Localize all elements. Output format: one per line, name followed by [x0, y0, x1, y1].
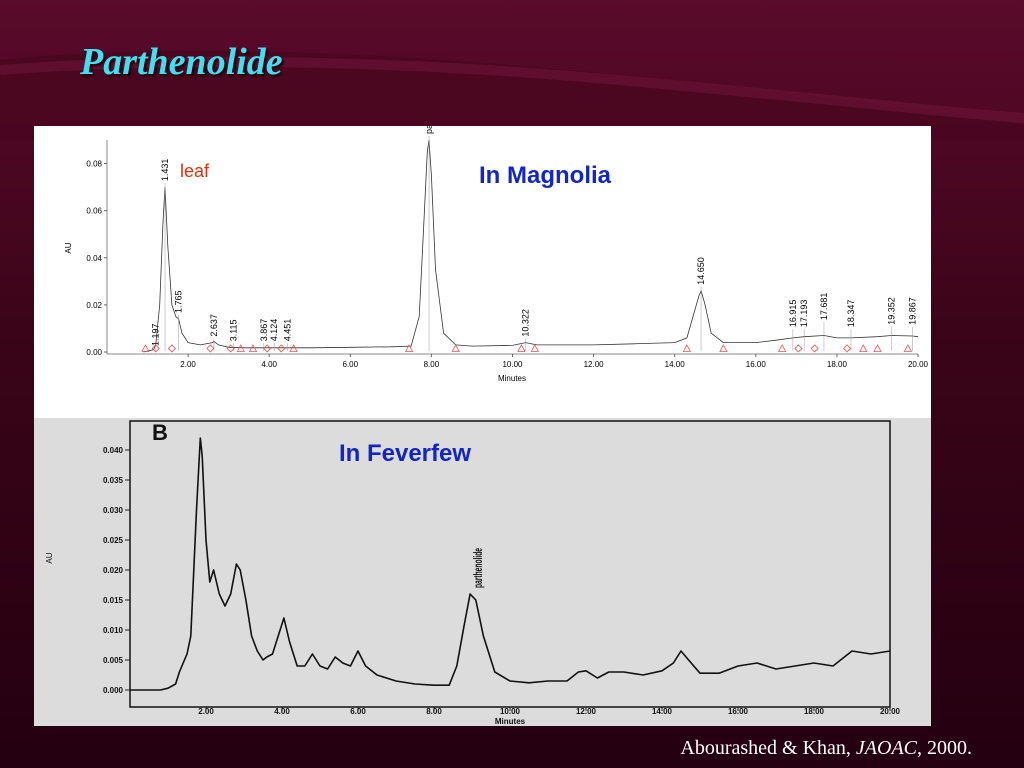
baseline-triangle-marker — [451, 344, 460, 352]
chromatogram-feverfew: 0.000 0.005 0.010 0.015 0.020 0.025 0.030 0.035… — [45, 420, 901, 726]
y-tick-label: 0.015 — [103, 596, 124, 605]
chromatogram-feverfew-panel: 0.000 0.005 0.010 0.015 0.020 0.025 0.030 0.035… — [34, 418, 931, 726]
baseline-diamond-marker — [167, 344, 176, 353]
x-tick-label: 2.00 — [198, 707, 214, 716]
plot-frame — [129, 420, 891, 708]
citation-journal: JAOAC — [855, 737, 917, 759]
citation-year: , 2000. — [917, 737, 972, 759]
x-tick-label: 10.00 — [500, 707, 521, 716]
y-tick-label: 0.02 — [86, 301, 102, 310]
peak-label: 1.431 — [160, 159, 170, 182]
trace-line — [143, 139, 919, 353]
baseline-triangle-marker — [873, 344, 882, 352]
peak-label: 19.352 — [887, 297, 897, 325]
x-tick-label: 18.00 — [827, 360, 848, 369]
baseline-triangle-marker — [719, 344, 728, 352]
peak-label-parthenolide: parthenolide — [471, 548, 485, 588]
baseline-triangle-marker — [248, 344, 258, 352]
y-tick-label: 0.06 — [86, 207, 102, 216]
baseline-diamond-marker — [206, 344, 215, 353]
peak-label: 17.193 — [799, 300, 809, 328]
peak-label: parthenolide - 7.942 — [424, 126, 434, 134]
peak-label: 2.637 — [209, 314, 219, 337]
baseline-diamond-marker — [226, 344, 235, 353]
x-tick-label: 2.00 — [180, 360, 196, 369]
y-tick-label: 0.025 — [103, 536, 124, 545]
baseline-diamond-marker — [263, 344, 272, 353]
x-tick-label: 12.00 — [584, 360, 605, 369]
trace-line — [130, 437, 891, 691]
baseline-diamond-marker — [151, 344, 160, 353]
annotation-leaf: leaf — [180, 161, 210, 181]
x-tick-label: 20.00 — [880, 707, 901, 716]
baseline-diamond-marker — [842, 344, 852, 353]
y-tick-label: 0.020 — [103, 566, 124, 575]
x-tick-label: 18.00 — [804, 707, 825, 716]
peak-label: 17.681 — [819, 293, 829, 321]
y-tick-label: 0.000 — [103, 686, 124, 695]
x-tick-label: 12.00 — [576, 707, 597, 716]
x-tick-label: 14.00 — [665, 360, 686, 369]
y-tick-label: 0.04 — [86, 254, 102, 263]
baseline-triangle-marker — [404, 344, 414, 352]
y-tick-label: 0.08 — [86, 160, 102, 169]
x-axis-title: Minutes — [498, 374, 526, 383]
baseline-triangle-marker — [777, 344, 787, 352]
baseline-triangle-marker — [236, 344, 245, 352]
y-tick-label: 0.040 — [103, 446, 124, 455]
x-tick-label: 4.00 — [274, 707, 290, 716]
caption-feverfew: In Feverfew — [338, 440, 472, 467]
chromatogram-magnolia: 0.00 0.02 0.04 0.06 0.08 2.00 4.00 6.00 8.00 10.0… — [64, 54, 929, 383]
y-tick-label: 0.010 — [103, 626, 124, 635]
baseline-triangle-marker — [903, 344, 913, 352]
x-tick-label: 6.00 — [350, 707, 366, 716]
panel-label-b: B — [152, 420, 168, 445]
x-tick-label: 16.00 — [728, 707, 749, 716]
y-tick-label: 0.005 — [103, 656, 124, 665]
baseline-triangle-marker — [859, 344, 868, 352]
chromatogram-magnolia-panel: 0.00 0.02 0.04 0.06 0.08 2.00 4.00 6.00 8.00 10.0… — [34, 54, 931, 418]
peak-label: 1.197 — [151, 323, 161, 346]
peak-label: 10.322 — [521, 309, 531, 337]
header-swoosh — [0, 50, 1024, 140]
peak-label: 4.124 — [269, 319, 279, 342]
baseline-triangle-marker — [289, 344, 298, 352]
peak-label: 16.915 — [788, 300, 798, 328]
slide-title: Parthenolide — [80, 41, 283, 83]
citation-authors: Abourashed & Khan, — [680, 737, 856, 759]
x-tick-label: 16.00 — [746, 360, 767, 369]
baseline-triangle-marker — [141, 344, 150, 352]
citation: Abourashed & Khan, JAOAC, 2000. — [680, 737, 972, 760]
y-tick-label: 0.030 — [103, 506, 124, 515]
baseline-diamond-marker — [810, 344, 819, 353]
peak-label: 18.347 — [846, 300, 856, 328]
peak-label: 19.867 — [908, 297, 918, 325]
baseline-triangle-marker — [530, 344, 539, 352]
x-tick-label: 4.00 — [261, 360, 277, 369]
peak-label: 14.650 — [696, 257, 706, 285]
x-tick-label: 8.00 — [424, 360, 440, 369]
y-tick-label: 0.00 — [86, 348, 102, 357]
y-tick-label: 0.035 — [103, 476, 124, 485]
x-axis-title: Minutes — [495, 717, 526, 726]
baseline-diamond-marker — [277, 344, 286, 353]
x-tick-label: 6.00 — [343, 360, 359, 369]
peak-label: 3.115 — [228, 319, 238, 341]
y-axis-title: AU — [45, 552, 54, 563]
peak-label: 4.451 — [282, 319, 292, 342]
x-tick-label: 14.00 — [652, 707, 673, 716]
peak-label: 1.765 — [174, 290, 184, 313]
y-axis-title: AU — [64, 242, 73, 253]
caption-magnolia: In Magnolia — [479, 162, 611, 189]
baseline-triangle-marker — [682, 344, 692, 352]
baseline-triangle-marker — [517, 344, 526, 352]
x-tick-label: 10.00 — [502, 360, 523, 369]
x-tick-label: 8.00 — [426, 707, 442, 716]
peak-label: 3.867 — [259, 319, 269, 342]
baseline-diamond-marker — [794, 344, 803, 353]
x-tick-label: 20.00 — [908, 360, 929, 369]
